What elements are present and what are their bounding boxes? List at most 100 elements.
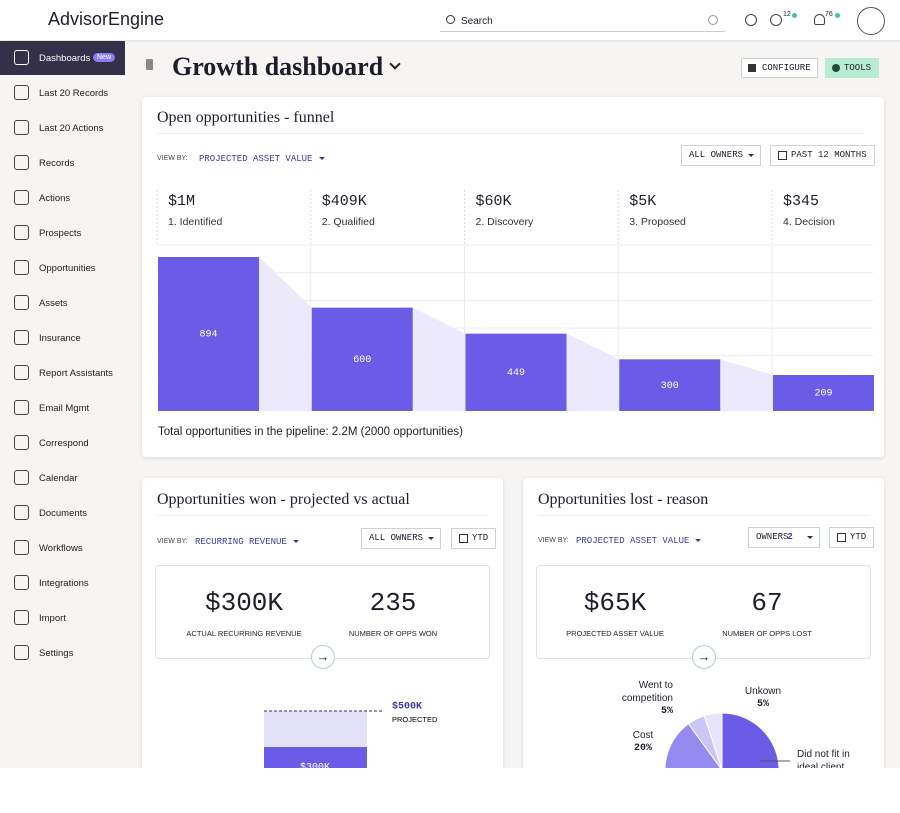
sidebar-icon	[14, 50, 29, 65]
stage-name: 1. Identified	[168, 216, 223, 228]
sidebar-label: Import	[39, 613, 66, 624]
configure-label: CONFIGURE	[762, 63, 811, 73]
sidebar-item[interactable]: Last 20 Actions	[0, 111, 125, 145]
sidebar-item[interactable]: Assets	[0, 286, 125, 320]
kpi-value: 67	[751, 588, 783, 618]
sidebar-label: Records	[39, 158, 75, 169]
sidebar-label: Report Assistants	[39, 368, 113, 379]
help-count: 12	[783, 11, 791, 18]
sidebar-item[interactable]: Documents	[0, 496, 125, 530]
sidebar-item[interactable]: Opportunities	[0, 251, 125, 285]
sidebar-icon	[14, 540, 29, 555]
owners: ALL OWNERS	[369, 533, 424, 543]
sidebar-icon	[14, 85, 29, 100]
footer: Total opportunities in the pipeline: 2.2…	[158, 426, 463, 438]
configure-button[interactable]: CONFIGURE	[741, 58, 818, 78]
sidebar-item[interactable]: Import	[0, 601, 125, 635]
sidebar-item[interactable]: Last 20 Records	[0, 76, 125, 110]
sidebar-icon	[14, 435, 29, 450]
sidebar-item[interactable]: Records	[0, 146, 125, 180]
arrow-button[interactable]: →	[692, 645, 716, 669]
search[interactable]: Search	[461, 16, 493, 27]
stage-amount: $60K	[475, 193, 512, 210]
sidebar-label: Correspond	[39, 438, 89, 449]
sidebar-label: Documents	[39, 508, 88, 519]
view-by[interactable]: RECURRING REVENUE	[195, 537, 287, 547]
divider	[157, 515, 488, 516]
sidebar-item[interactable]: Dashboards New	[0, 41, 125, 75]
heart-icon[interactable]	[745, 14, 757, 26]
kpi-label: ACTUAL RECURRING REVENUE	[186, 629, 302, 638]
owners-count: 2	[787, 532, 793, 542]
dropdown-caret	[319, 157, 325, 163]
period-button[interactable]: YTD	[451, 528, 497, 549]
sidebar-label: Dashboards	[39, 53, 91, 64]
calendar-icon	[778, 151, 787, 160]
sidebar-icon	[14, 645, 29, 660]
owners: ALL OWNERS	[689, 150, 744, 160]
sidebar-icon	[14, 505, 29, 520]
notif-count: 76	[825, 11, 833, 18]
sidebar-item[interactable]: Calendar	[0, 461, 125, 495]
period: PAST 12 MONTHS	[791, 150, 867, 160]
sidebar-item[interactable]: Prospects	[0, 216, 125, 250]
slice-name: Went to competition	[621, 680, 673, 704]
view-by-label: VIEW BY:	[157, 155, 188, 162]
sidebar-item[interactable]: Correspond	[0, 426, 125, 460]
avatar[interactable]	[857, 7, 885, 35]
sidebar-icon	[14, 365, 29, 380]
chevron[interactable]	[389, 58, 401, 70]
period-button[interactable]: YTD	[829, 527, 875, 548]
sidebar-item[interactable]: Insurance	[0, 321, 125, 355]
slice-value: 5%	[660, 706, 673, 717]
status-dot	[835, 13, 840, 18]
sidebar-label: Assets	[39, 298, 68, 309]
slice-value: 20%	[633, 743, 652, 754]
sidebar-item[interactable]: Email Mgmt	[0, 391, 125, 425]
sidebar-item[interactable]: Integrations	[0, 566, 125, 600]
sidebar-icon	[14, 190, 29, 205]
owners-dropdown[interactable]: ALL OWNERS	[681, 145, 761, 166]
view-by-label: VIEW BY:	[538, 537, 569, 544]
slice-name: Unkown	[744, 686, 782, 697]
pie-label: Cost 20%	[618, 729, 668, 755]
arrow-button[interactable]: →	[311, 645, 335, 669]
sidebar-item[interactable]: Report Assistants	[0, 356, 125, 390]
sidebar-item[interactable]: Settings	[0, 636, 125, 670]
sidebar-label: Calendar	[39, 473, 78, 484]
kpi-value: 235	[369, 588, 417, 618]
slice-name: Cost	[632, 730, 654, 741]
info-icon	[708, 15, 718, 25]
sidebar-item[interactable]: Workflows	[0, 531, 125, 565]
help-icon[interactable]	[770, 14, 782, 26]
owners-dropdown[interactable]: OWNERS2	[748, 527, 820, 548]
sidebar-label: Prospects	[39, 228, 82, 239]
period-button[interactable]: PAST 12 MONTHS	[770, 145, 875, 166]
dropdown-caret	[293, 540, 299, 546]
logo: AdvisorEngine	[48, 9, 165, 29]
stage-amount: $409K	[321, 193, 367, 210]
bell-icon[interactable]	[814, 14, 825, 25]
pie-label: Did not fit in ideal client	[797, 748, 867, 768]
sidebar-icon	[14, 120, 29, 135]
search-underline	[440, 31, 725, 32]
stage-name: 2. Discovery	[475, 216, 534, 228]
sidebar-label: Email Mgmt	[39, 403, 90, 414]
stage-amount: $5K	[629, 193, 657, 210]
won-card: Opportunities won - projected vs actual $…	[142, 478, 503, 768]
pie-label: Went to competition 5%	[593, 679, 673, 718]
gear-icon	[832, 64, 840, 72]
sidebar-icon	[14, 295, 29, 310]
tools-button[interactable]: TOOLS	[825, 58, 880, 78]
owners-dropdown[interactable]: ALL OWNERS	[361, 528, 441, 549]
sidebar-label: Insurance	[39, 333, 81, 344]
view-by[interactable]: PROJECTED ASSET VALUE	[199, 154, 313, 164]
dropdown-caret	[695, 539, 701, 545]
view-by[interactable]: PROJECTED ASSET VALUE	[576, 536, 690, 546]
calendar-icon	[837, 533, 846, 542]
badge: New	[93, 53, 116, 62]
sidebar-label: Actions	[39, 193, 71, 204]
owners: OWNERS	[756, 532, 789, 542]
sidebar-label: Integrations	[39, 578, 89, 589]
sidebar-item[interactable]: Actions	[0, 181, 125, 215]
